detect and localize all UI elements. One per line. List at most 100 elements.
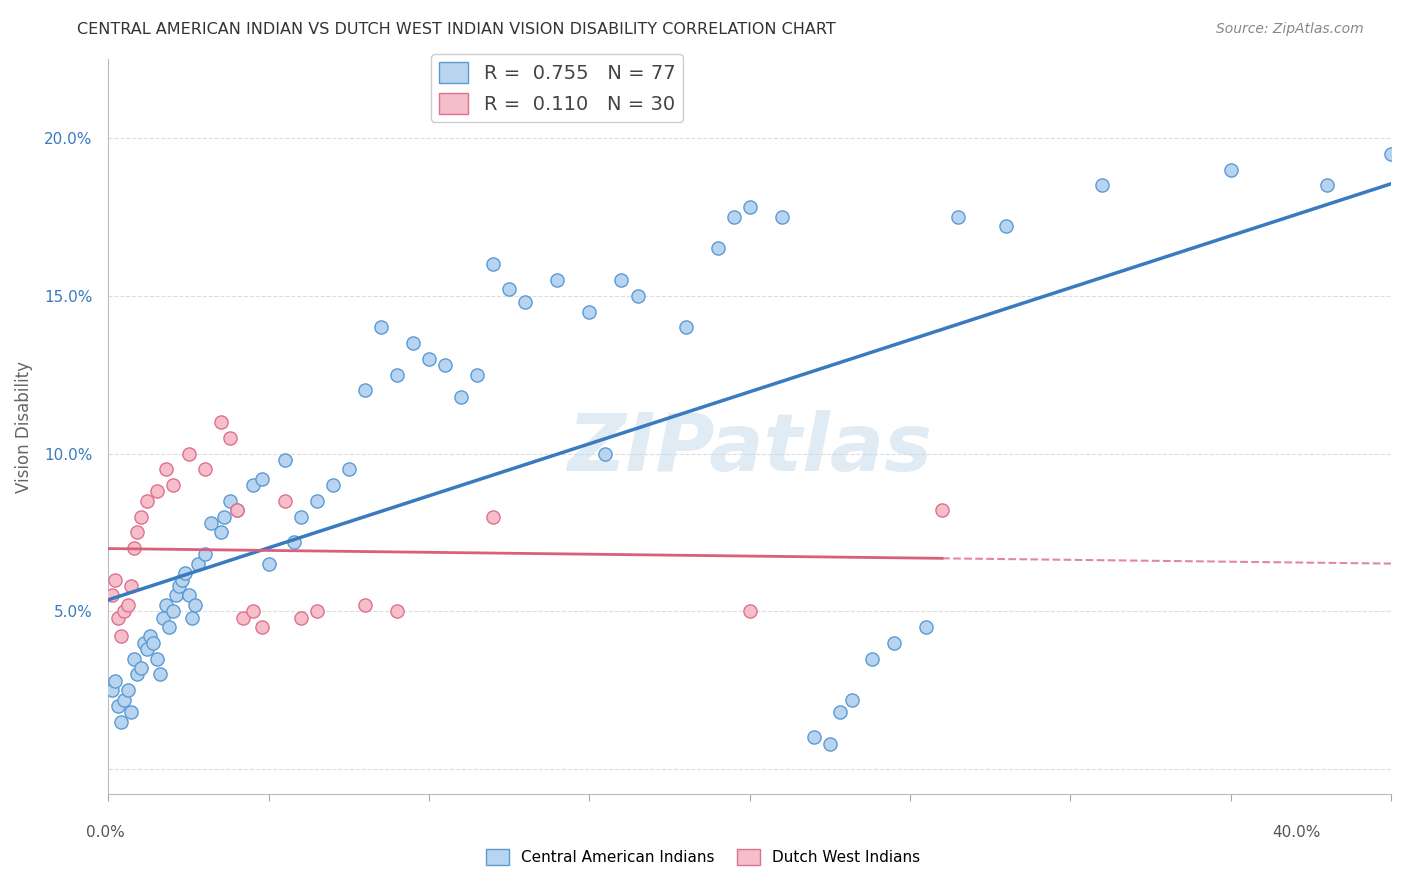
Point: [219, 431, 242, 445]
Point: [110, 714, 132, 729]
Point: [1219, 162, 1241, 177]
Point: [450, 390, 472, 404]
Point: [122, 651, 145, 665]
Point: [546, 273, 568, 287]
Point: [305, 604, 328, 618]
Point: [187, 557, 209, 571]
Point: [915, 620, 938, 634]
Point: [370, 320, 392, 334]
Point: [127, 525, 149, 540]
Point: [180, 610, 202, 624]
Point: [883, 636, 905, 650]
Point: [1091, 178, 1114, 193]
Text: CENTRAL AMERICAN INDIAN VS DUTCH WEST INDIAN VISION DISABILITY CORRELATION CHART: CENTRAL AMERICAN INDIAN VS DUTCH WEST IN…: [77, 22, 837, 37]
Point: [152, 610, 174, 624]
Point: [136, 493, 159, 508]
Point: [225, 503, 247, 517]
Point: [117, 598, 139, 612]
Point: [274, 452, 297, 467]
Point: [104, 573, 127, 587]
Point: [283, 534, 305, 549]
Point: [803, 731, 825, 745]
Point: [305, 493, 328, 508]
Point: [162, 604, 184, 618]
Text: 40.0%: 40.0%: [1272, 825, 1320, 839]
Point: [232, 610, 254, 624]
Text: ZIPatlas: ZIPatlas: [567, 409, 932, 488]
Point: [165, 589, 187, 603]
Point: [100, 683, 122, 698]
Point: [177, 446, 200, 460]
Point: [385, 368, 408, 382]
Text: 0.0%: 0.0%: [86, 825, 125, 839]
Point: [723, 210, 745, 224]
Point: [127, 667, 149, 681]
Point: [174, 566, 197, 581]
Point: [418, 351, 440, 366]
Point: [219, 493, 242, 508]
Point: [738, 604, 761, 618]
Point: [770, 210, 793, 224]
Point: [242, 604, 264, 618]
Point: [100, 589, 122, 603]
Point: [252, 620, 274, 634]
Point: [120, 705, 142, 719]
Y-axis label: Vision Disability: Vision Disability: [15, 360, 32, 492]
Point: [354, 598, 377, 612]
Point: [402, 336, 425, 351]
Point: [132, 636, 155, 650]
Point: [578, 304, 600, 318]
Point: [114, 604, 136, 618]
Point: [515, 295, 537, 310]
Point: [434, 358, 457, 372]
Point: [139, 630, 162, 644]
Point: [257, 557, 280, 571]
Point: [946, 210, 969, 224]
Point: [482, 509, 505, 524]
Point: [274, 493, 297, 508]
Point: [595, 446, 617, 460]
Point: [177, 589, 200, 603]
Point: [104, 673, 127, 688]
Point: [818, 737, 841, 751]
Point: [706, 242, 728, 256]
Point: [110, 630, 132, 644]
Point: [114, 692, 136, 706]
Point: [149, 667, 172, 681]
Point: [385, 604, 408, 618]
Point: [860, 651, 883, 665]
Point: [167, 579, 190, 593]
Point: [117, 683, 139, 698]
Point: [194, 548, 217, 562]
Point: [1316, 178, 1339, 193]
Point: [200, 516, 222, 530]
Point: [107, 610, 129, 624]
Point: [184, 598, 207, 612]
Point: [145, 651, 167, 665]
Point: [155, 598, 177, 612]
Point: [136, 642, 159, 657]
Point: [145, 484, 167, 499]
Point: [242, 478, 264, 492]
Point: [107, 698, 129, 713]
Point: [290, 509, 312, 524]
Point: [142, 636, 165, 650]
Point: [738, 201, 761, 215]
Point: [841, 692, 863, 706]
Point: [828, 705, 851, 719]
Point: [172, 573, 194, 587]
Point: [155, 462, 177, 476]
Point: [212, 509, 235, 524]
Point: [465, 368, 488, 382]
Point: [354, 384, 377, 398]
Point: [482, 257, 505, 271]
Point: [626, 289, 648, 303]
Point: [290, 610, 312, 624]
Point: [931, 503, 953, 517]
Point: [157, 620, 180, 634]
Point: [122, 541, 145, 556]
Point: [129, 509, 152, 524]
Text: Source: ZipAtlas.com: Source: ZipAtlas.com: [1216, 22, 1364, 37]
Point: [337, 462, 360, 476]
Point: [209, 525, 232, 540]
